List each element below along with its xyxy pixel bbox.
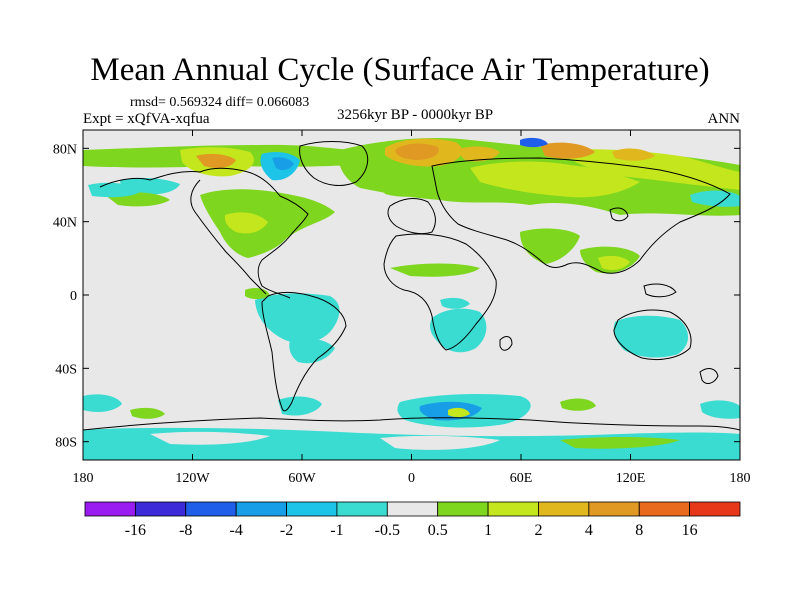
anomaly-region-ross-sea — [700, 400, 740, 419]
anomaly-region-east-antarctica-warm — [560, 437, 680, 449]
south-america-coast — [261, 291, 347, 412]
anomaly-region-australia — [613, 315, 689, 358]
anomaly-region-south-asia — [520, 228, 580, 264]
x-tick-label: 120W — [175, 471, 210, 486]
colorbar-swatch — [336, 501, 388, 517]
anomaly-region-us-midwest — [224, 212, 268, 234]
colorbar-swatch — [386, 501, 439, 517]
y-tick-label: 40N — [53, 216, 77, 231]
anomaly-region-europe — [380, 183, 430, 197]
colorbar-swatch — [638, 501, 691, 517]
anomaly-region-southern-indian — [560, 398, 596, 411]
anomaly-field — [83, 137, 740, 460]
colorbar-label: 2 — [534, 522, 542, 539]
australia-coast — [613, 309, 692, 361]
colorbar: -16 -8 -4 -2 -1 -0.5 0.5 1 2 4 8 16 — [84, 501, 741, 539]
europe-coast — [387, 198, 436, 235]
asia-coast — [431, 157, 731, 274]
madagascar-coast — [499, 336, 513, 351]
anomaly-region-south-pacific-green — [130, 407, 165, 419]
colorbar-swatch — [689, 501, 741, 517]
period-label: 3256kyr BP - 0000kyr BP — [336, 107, 494, 123]
anomaly-region-south-brazil — [289, 338, 335, 364]
y-tick-label: 40S — [55, 362, 77, 377]
anomaly-region-antarctica-neutral — [150, 431, 270, 445]
colorbar-label: 1 — [484, 522, 492, 539]
colorbar-label: -4 — [229, 522, 242, 539]
colorbar-swatch — [286, 501, 338, 517]
chart-title: Mean Annual Cycle (Surface Air Temperatu… — [90, 52, 710, 88]
anomaly-region-weddell-warm — [448, 407, 470, 418]
anomaly-region-cold-spot — [520, 137, 548, 148]
x-tick-label: 120E — [616, 471, 646, 486]
anomaly-region-baffin-cold — [272, 157, 294, 171]
colorbar-label: -0.5 — [375, 522, 400, 539]
y-tick-label: 0 — [70, 289, 77, 304]
colorbar-label: -16 — [125, 522, 146, 539]
anomaly-region-canadian-warm — [196, 153, 236, 168]
x-tick-label: 180 — [73, 471, 94, 486]
colorbar-swatch — [487, 501, 539, 517]
colorbar-swatch — [538, 501, 590, 517]
anomaly-region-laptev — [540, 142, 595, 159]
anomaly-region-drake-passage — [278, 396, 322, 416]
new-guinea-coast — [643, 283, 677, 298]
colorbar-label: -1 — [330, 522, 343, 539]
colorbar-label: -8 — [179, 522, 192, 539]
anomaly-region-south-pacific-west — [83, 394, 122, 412]
stats-line: rmsd= 0.569324 diff= 0.066083 — [130, 95, 310, 110]
anomaly-region-central-america — [245, 288, 270, 299]
north-america-west-coast — [190, 179, 267, 295]
africa-coast — [383, 233, 497, 351]
anomaly-region-east-siberia — [560, 149, 740, 190]
colorbar-label: 0.5 — [428, 522, 448, 539]
anomaly-region-southern-africa — [430, 308, 487, 353]
y-tick-label: 80N — [53, 142, 77, 157]
season-label: ANN — [707, 111, 741, 127]
anomaly-region-barents-core — [395, 143, 439, 160]
new-zealand-coast — [699, 368, 719, 384]
colorbar-label: -2 — [280, 522, 293, 539]
anomaly-region-east-arctic — [612, 148, 655, 161]
greenland-coast — [299, 141, 369, 186]
anomaly-region-amazon — [255, 293, 340, 344]
coastlines — [83, 141, 740, 431]
colorbar-swatch — [185, 501, 237, 517]
antarctica-coast — [83, 417, 740, 431]
x-tick-label: 60E — [510, 471, 533, 486]
anomaly-region-north-america — [200, 189, 335, 258]
north-america-coast — [99, 167, 309, 299]
colorbar-swatch — [437, 501, 489, 517]
experiment-label: Expt = xQfVA-xqfua — [83, 111, 210, 127]
colorbar-label: 4 — [585, 522, 593, 539]
anomaly-region-central-africa — [440, 297, 470, 309]
y-tick-label: 80S — [55, 436, 77, 451]
anomaly-region-indochina — [598, 255, 630, 270]
x-axis: 180 120W 60W 0 60E 120E 180 — [73, 130, 751, 486]
anomaly-region-sahel — [390, 263, 480, 277]
anomaly-region-east-pacific — [690, 190, 740, 207]
japan-coast — [609, 207, 629, 222]
x-tick-label: 60W — [288, 471, 316, 486]
colorbar-swatch — [235, 501, 287, 517]
colorbar-label: 16 — [682, 522, 698, 539]
x-tick-label: 0 — [408, 471, 415, 486]
colorbar-label: 8 — [635, 522, 643, 539]
colorbar-swatch — [588, 501, 640, 517]
y-axis: 80N 40N 0 40S 80S — [53, 142, 740, 451]
x-tick-label: 180 — [730, 471, 751, 486]
anomaly-region-kara — [455, 146, 500, 162]
colorbar-swatch — [84, 501, 136, 517]
anomaly-region-east-antarctica-neutral — [380, 435, 500, 450]
colorbar-swatch — [134, 501, 187, 517]
